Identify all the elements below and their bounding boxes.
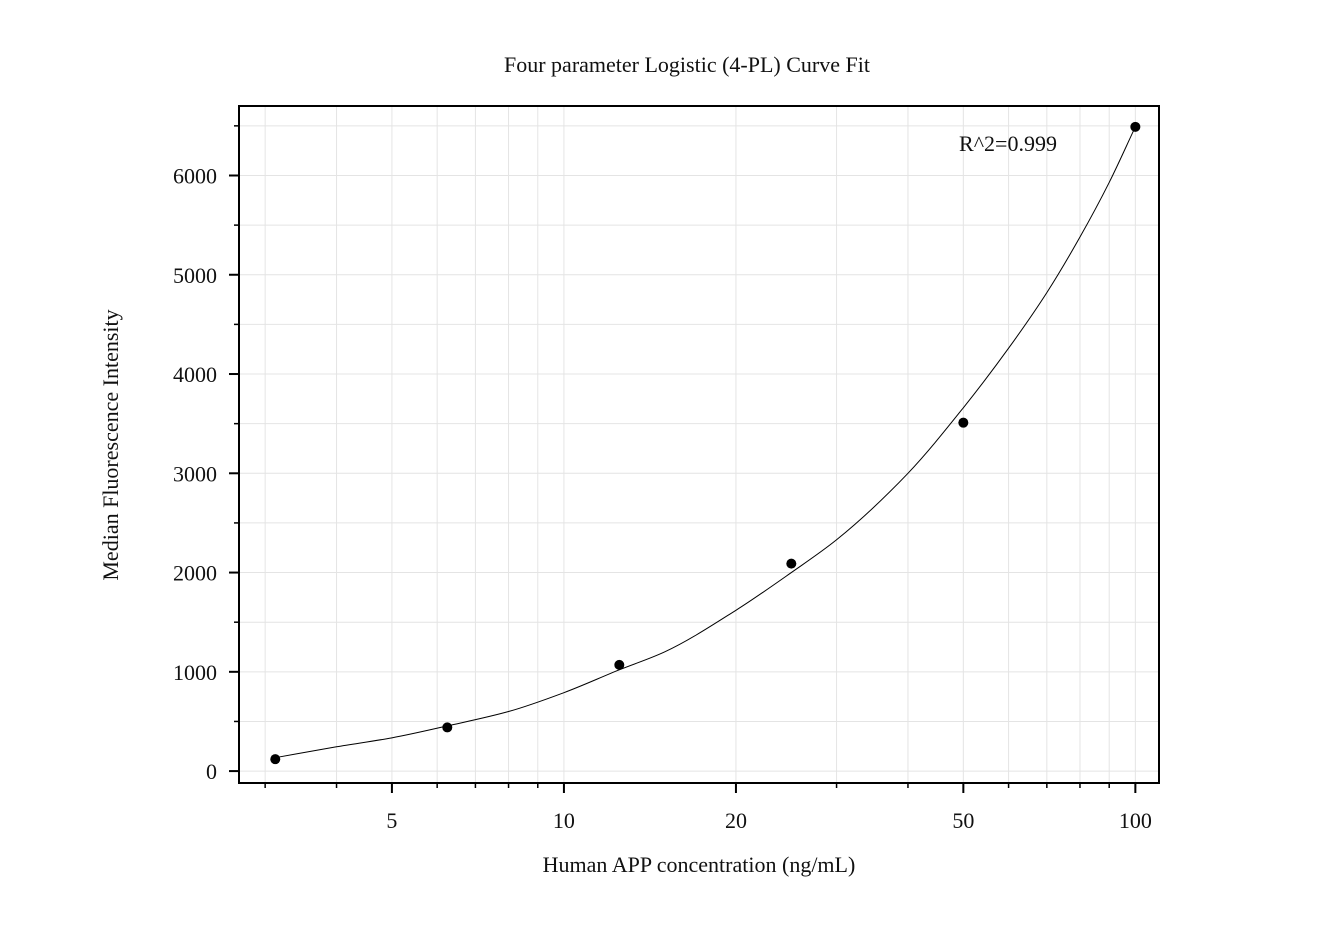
y-tick-label: 5000 <box>173 263 217 288</box>
x-tick-label: 5 <box>386 808 397 833</box>
data-point <box>958 417 969 428</box>
data-point <box>270 754 281 765</box>
chart-title: Four parameter Logistic (4-PL) Curve Fit <box>504 52 870 77</box>
data-point <box>614 659 625 670</box>
data-point <box>1130 121 1141 132</box>
x-tick-label: 10 <box>553 808 575 833</box>
x-tick-label: 50 <box>952 808 974 833</box>
fit-curve-line <box>275 126 1136 759</box>
data-points <box>270 121 1141 765</box>
y-axis: 0 1000 2000 3000 4000 5000 6000 <box>173 125 239 784</box>
y-tick-label: 4000 <box>173 362 217 387</box>
y-tick-label: 2000 <box>173 561 217 586</box>
y-axis-title: Median Fluorescence Intensity <box>98 309 123 580</box>
x-tick-label: 100 <box>1119 808 1152 833</box>
x-axis: 5 10 20 50 100 <box>264 783 1152 833</box>
plot-frame <box>238 105 1160 784</box>
r-squared-annotation: R^2=0.999 <box>959 131 1057 156</box>
x-tick-label: 20 <box>725 808 747 833</box>
grid <box>239 106 1159 783</box>
x-axis-title: Human APP concentration (ng/mL) <box>543 852 856 877</box>
y-tick-label: 6000 <box>173 163 217 188</box>
y-tick-label: 0 <box>206 759 217 784</box>
y-tick-label: 1000 <box>173 660 217 685</box>
y-tick-label: 3000 <box>173 461 217 486</box>
data-point <box>786 558 797 569</box>
data-point <box>442 722 453 733</box>
